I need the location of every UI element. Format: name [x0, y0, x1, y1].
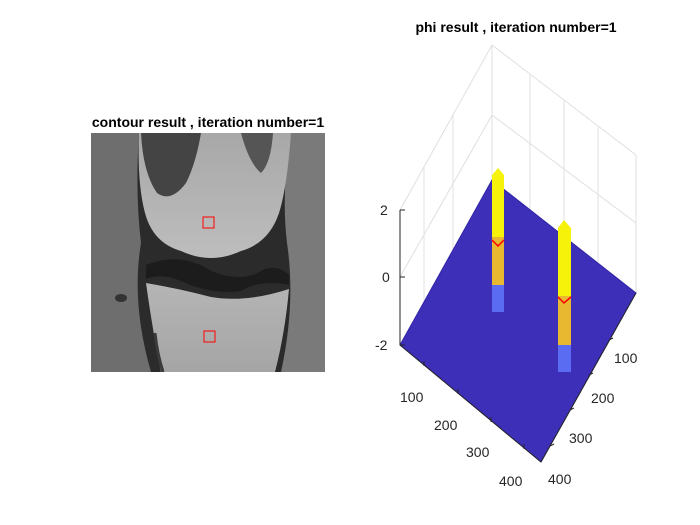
- z-tick-label: 0: [382, 269, 390, 285]
- z-tick-label: -2: [375, 337, 388, 353]
- x-tick-label: 100: [614, 350, 638, 366]
- y-tick-label: 100: [400, 389, 424, 405]
- x-tick-label: 300: [569, 430, 593, 446]
- y-tick-label: 300: [466, 444, 490, 460]
- phi-peak-2: [557, 220, 572, 372]
- phi-peak-1: [491, 168, 505, 312]
- contour-line: [557, 296, 572, 305]
- y-tick-label: 400: [499, 473, 523, 489]
- phi-result-title: phi result , iteration number=1: [415, 19, 617, 35]
- contour-square: [203, 330, 216, 343]
- contour-line: [491, 239, 505, 248]
- contour-result-title: contour result , iteration number=1: [91, 114, 325, 130]
- contour-square: [202, 216, 215, 229]
- grid-lines: [399, 44, 637, 345]
- z-tick-label: 2: [380, 202, 388, 218]
- x-tick-label: 400: [548, 471, 572, 487]
- mri-knee-image: [91, 133, 325, 372]
- x-tick-label: 200: [591, 390, 615, 406]
- y-tick-label: 200: [434, 417, 458, 433]
